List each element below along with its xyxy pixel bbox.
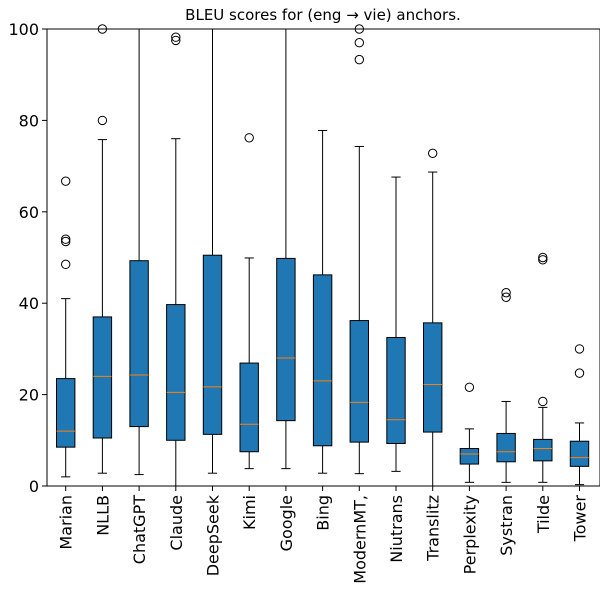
outlier-point [464, 382, 475, 392]
x-tick-label: Kimi [240, 495, 259, 530]
box-iqr [276, 257, 296, 422]
y-tick-label: 80 [19, 111, 39, 130]
box-iqr [129, 260, 149, 428]
box-iqr [459, 448, 480, 465]
outlier-point [60, 176, 71, 186]
x-tick-label: ModernMT, [350, 495, 369, 584]
box-iqr [349, 320, 370, 443]
outlier-point [60, 259, 71, 270]
x-tick-label: Perplexity [460, 495, 479, 574]
box-iqr [569, 440, 590, 467]
x-tick-label: NLLB [93, 495, 112, 536]
x-tick-label: Translitz [424, 495, 443, 562]
outlier-point [60, 236, 71, 247]
box-iqr [239, 362, 259, 453]
outlier-point [97, 115, 108, 126]
y-tick-label: 60 [19, 203, 39, 222]
x-tick-label: Systran [497, 495, 516, 556]
chart-title: BLEU scores for (eng → vie) anchors. [185, 6, 461, 24]
outlier-point [171, 35, 181, 46]
outlier-point [538, 255, 548, 265]
outlier-point [354, 54, 364, 65]
plot-area: 0 20 40 60 80 100 Marian NLLB ChatGPT Claude DeepS… [8, 20, 589, 584]
x-tick-label: Niutrans [387, 495, 406, 563]
box-iqr [56, 378, 76, 448]
outlier-point [501, 292, 511, 302]
outlier-point [244, 133, 254, 143]
box-iqr [423, 322, 443, 433]
box-iqr [533, 438, 553, 462]
box-iqr [386, 336, 406, 444]
y-tick-label: 0 [29, 477, 39, 496]
box-iqr [92, 316, 113, 439]
x-tick-label: Google [277, 495, 296, 551]
y-tick-label: 100 [8, 20, 39, 39]
box-iqr [202, 254, 223, 435]
plot-frame [46, 28, 600, 487]
outlier-point [574, 368, 585, 378]
x-tick-label: DeepSeek [204, 494, 223, 576]
outlier-point [501, 287, 511, 298]
box-iqr [166, 304, 186, 441]
outlier-point [60, 234, 71, 244]
box-iqr [496, 432, 516, 463]
x-tick-label: Marian [57, 495, 76, 550]
x-tick-label: ChatGPT [130, 495, 149, 564]
outlier-point [574, 344, 585, 354]
outlier-point [538, 396, 548, 407]
x-tick-label: Tilde [534, 495, 553, 534]
y-tick-label: 40 [19, 294, 39, 313]
x-tick-label: Claude [167, 495, 186, 551]
box-iqr [312, 274, 333, 447]
x-tick-label: Tower [571, 495, 590, 543]
outlier-point [538, 252, 548, 263]
y-tick-label: 20 [19, 386, 39, 405]
x-tick-label: Bing [314, 495, 333, 531]
outlier-point [171, 32, 181, 42]
outlier-point [354, 38, 364, 48]
outlier-point [428, 148, 438, 159]
